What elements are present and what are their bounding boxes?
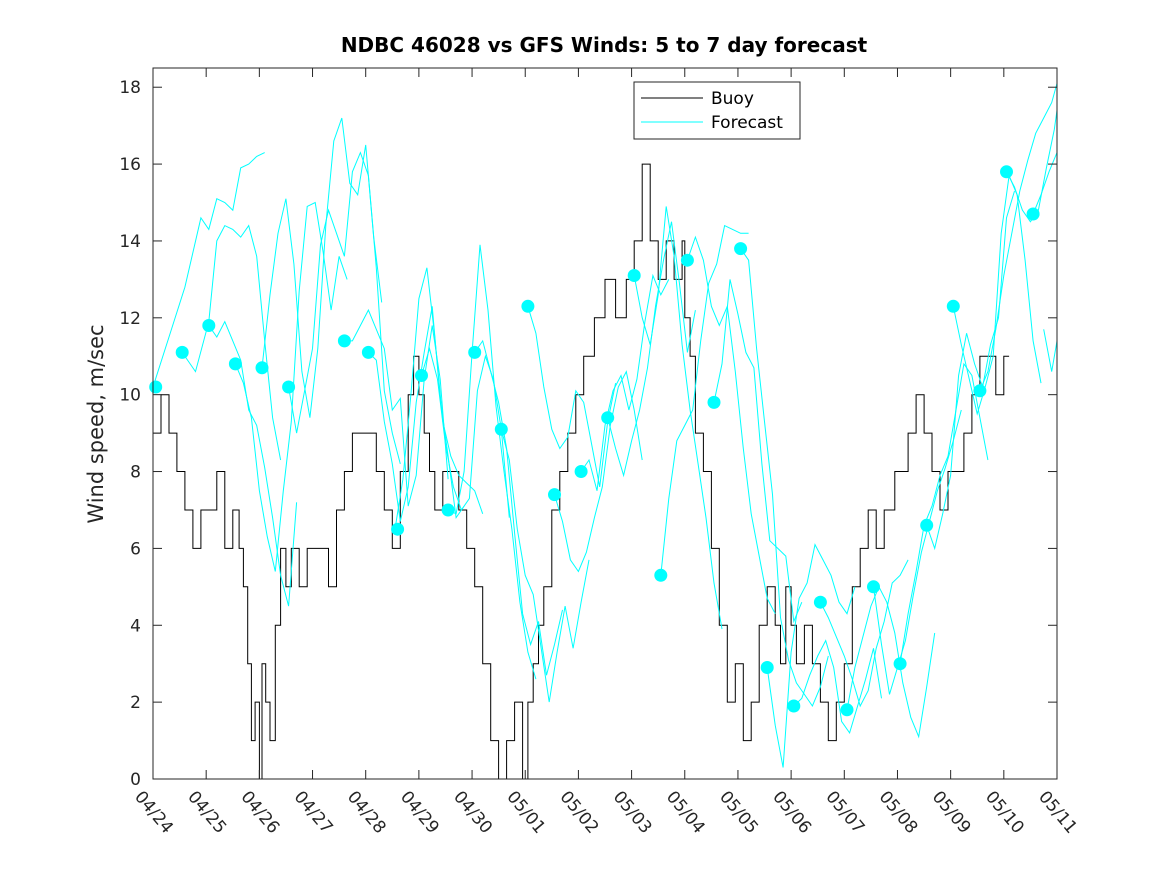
plot-area xyxy=(149,67,1058,780)
forecast-line-11 xyxy=(474,339,563,676)
forecast-marker xyxy=(627,269,641,282)
forecast-line-13 xyxy=(527,306,617,487)
chart-title: NDBC 46028 vs GFS Winds: 5 to 7 day fore… xyxy=(341,33,868,57)
forecast-marker xyxy=(548,488,561,502)
forecast-marker xyxy=(149,380,163,394)
forecast-line-23 xyxy=(793,639,882,735)
forecast-marker xyxy=(813,595,827,609)
forecast-marker xyxy=(468,345,482,359)
forecast-line-0 xyxy=(152,152,265,388)
forecast-line-33 xyxy=(1043,329,1058,372)
forecast-line-32 xyxy=(1032,152,1058,215)
legend-buoy-label: Buoy xyxy=(711,89,754,109)
forecast-marker xyxy=(654,568,668,582)
y-tick-label: 2 xyxy=(130,693,141,713)
forecast-marker xyxy=(734,242,748,256)
forecast-marker xyxy=(867,580,880,594)
forecast-markers xyxy=(149,165,1040,717)
buoy-line xyxy=(153,163,1010,780)
forecast-line-2 xyxy=(208,320,298,607)
forecast-marker xyxy=(175,345,189,359)
forecast-line-24 xyxy=(819,559,909,708)
forecast-line-17 xyxy=(633,206,723,630)
forecast-line-29 xyxy=(952,173,1042,416)
forecast-marker xyxy=(391,522,405,536)
forecast-line-3 xyxy=(234,201,348,572)
y-axis: 0 2 4 6 8 10 12 14 16 18 xyxy=(119,78,1057,790)
forecast-marker xyxy=(1000,165,1013,179)
y-tick-label: 0 xyxy=(130,770,141,790)
forecast-marker xyxy=(337,334,351,348)
forecast-line-8 xyxy=(394,267,484,530)
y-tick-label: 16 xyxy=(119,155,141,175)
y-tick-label: 10 xyxy=(119,386,141,406)
forecast-marker xyxy=(707,395,721,409)
forecast-line-15 xyxy=(580,273,670,491)
legend: Buoy Forecast xyxy=(633,81,801,140)
forecast-line-21 xyxy=(740,248,829,708)
forecast-marker xyxy=(255,361,269,375)
forecast-line-27 xyxy=(899,362,989,664)
y-tick-label: 14 xyxy=(119,232,141,252)
forecast-marker xyxy=(415,369,428,382)
plot-frame xyxy=(152,67,1058,780)
forecast-marker xyxy=(202,319,216,332)
forecast-line-10 xyxy=(447,244,537,680)
y-tick-label: 4 xyxy=(130,616,141,636)
forecast-marker xyxy=(840,703,854,717)
legend-box xyxy=(633,81,801,140)
forecast-marker xyxy=(1026,207,1040,221)
forecast-marker xyxy=(574,465,588,478)
forecast-line-12 xyxy=(500,429,590,703)
forecast-line-26 xyxy=(873,409,962,695)
y-tick-label: 6 xyxy=(130,539,141,559)
forecast-line-5 xyxy=(288,151,401,465)
forecast-line-19 xyxy=(686,235,776,614)
forecast-series xyxy=(152,83,1058,768)
forecast-line-6 xyxy=(344,308,449,507)
forecast-line-22 xyxy=(766,543,856,768)
forecast-line-4 xyxy=(261,117,383,418)
forecast-line-14 xyxy=(554,370,643,573)
forecast-marker xyxy=(601,411,615,425)
buoy-series xyxy=(153,163,1010,780)
forecast-line-20 xyxy=(713,279,803,624)
forecast-marker xyxy=(361,345,375,359)
forecast-line-25 xyxy=(846,585,936,739)
forecast-marker xyxy=(760,661,774,674)
forecast-marker xyxy=(680,253,694,267)
forecast-marker xyxy=(228,357,242,371)
forecast-line-30 xyxy=(979,83,1058,391)
forecast-marker xyxy=(282,380,296,394)
forecast-marker xyxy=(920,518,934,532)
forecast-marker xyxy=(893,657,907,671)
y-axis-label: Wind speed, m/sec xyxy=(84,324,108,523)
forecast-marker xyxy=(946,299,960,313)
legend-forecast-label: Forecast xyxy=(711,113,783,133)
forecast-marker xyxy=(494,422,508,436)
y-tick-label: 18 xyxy=(119,78,141,98)
forecast-marker xyxy=(441,503,455,517)
forecast-line-18 xyxy=(660,224,749,576)
forecast-marker xyxy=(787,699,801,713)
forecast-marker xyxy=(521,299,535,313)
y-tick-label: 12 xyxy=(119,309,141,329)
y-tick-label: 8 xyxy=(130,463,141,483)
forecast-marker xyxy=(973,384,987,398)
